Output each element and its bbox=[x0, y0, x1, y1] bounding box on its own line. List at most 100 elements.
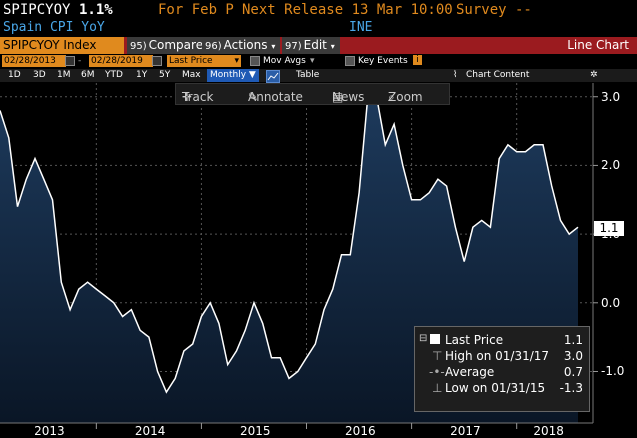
actions-button[interactable]: 96) Actions ▾ bbox=[202, 37, 280, 54]
frequency-select[interactable]: Monthly ▼ bbox=[207, 69, 259, 82]
security-subheader: Spain CPI YoY INE bbox=[0, 20, 637, 36]
data-point bbox=[253, 301, 256, 304]
range-dash-icon: - bbox=[78, 56, 82, 66]
data-point bbox=[191, 343, 194, 346]
data-point bbox=[463, 260, 466, 263]
next-release: Next Release 13 Mar 10:00 bbox=[242, 2, 453, 18]
start-date-field[interactable]: 02/28/2013 bbox=[2, 55, 66, 67]
index-field[interactable]: SPIPCYOY Index bbox=[0, 37, 124, 54]
data-point bbox=[165, 391, 168, 394]
legend-label: Low on 01/31/15 bbox=[445, 381, 546, 395]
info-icon[interactable]: i bbox=[413, 55, 422, 65]
data-point bbox=[261, 322, 264, 325]
chevron-down-icon[interactable]: ▾ bbox=[310, 56, 315, 66]
series-swatch-icon bbox=[430, 334, 440, 344]
survey: Survey -- bbox=[456, 2, 532, 18]
data-point bbox=[480, 219, 483, 222]
period-ytd[interactable]: YTD bbox=[105, 70, 123, 80]
mov-avgs-checkbox[interactable] bbox=[250, 56, 260, 66]
function-toolbar: SPIPCYOY Index 95) Compare 96) Actions ▾ 9… bbox=[0, 37, 637, 54]
collapse-icon[interactable]: ⊟ bbox=[419, 333, 428, 344]
data-point bbox=[51, 198, 54, 201]
data-point bbox=[174, 377, 177, 380]
period-max[interactable]: Max bbox=[182, 70, 201, 80]
x-tick-label: 2013 bbox=[34, 424, 65, 438]
view-title: Line Chart bbox=[567, 38, 629, 52]
ticker: SPIPCYOY bbox=[3, 2, 71, 18]
x-tick-marks bbox=[95, 423, 518, 429]
period-1m[interactable]: 1M bbox=[57, 70, 71, 80]
end-date-field[interactable]: 02/28/2019 bbox=[89, 55, 153, 67]
legend-label: High on 01/31/17 bbox=[445, 349, 550, 363]
data-point bbox=[550, 185, 553, 188]
data-point bbox=[340, 253, 343, 256]
key-events-label: Key Events bbox=[358, 56, 408, 66]
legend-row-last-price[interactable]: ⊟ Last Price 1.1 bbox=[415, 333, 589, 349]
data-point bbox=[533, 143, 536, 146]
data-point bbox=[147, 336, 150, 339]
data-point bbox=[288, 377, 291, 380]
compare-button[interactable]: 95) Compare bbox=[127, 37, 203, 54]
calendar-icon[interactable] bbox=[65, 56, 75, 66]
chevron-down-icon: ▾ bbox=[271, 42, 276, 51]
x-tick-label: 2017 bbox=[450, 424, 481, 438]
legend-value: 1.1 bbox=[563, 333, 583, 347]
data-point bbox=[506, 143, 509, 146]
period-1y[interactable]: 1Y bbox=[136, 70, 148, 80]
chevron-down-icon: ▾ bbox=[330, 42, 335, 51]
data-point bbox=[331, 288, 334, 291]
data-point bbox=[296, 370, 299, 373]
legend-row-average: -•- Average 0.7 bbox=[415, 365, 589, 381]
period-1d[interactable]: 1D bbox=[8, 70, 21, 80]
data-point bbox=[349, 253, 352, 256]
data-point bbox=[95, 288, 98, 291]
data-point bbox=[200, 315, 203, 318]
data-point bbox=[323, 308, 326, 311]
data-point bbox=[226, 363, 229, 366]
last-value-tag: 1.1 bbox=[594, 221, 624, 236]
data-point bbox=[209, 301, 212, 304]
period-6m[interactable]: 6M bbox=[81, 70, 95, 80]
period-3d[interactable]: 3D bbox=[33, 70, 46, 80]
news-icon: ▤ bbox=[332, 90, 344, 104]
chart-tools: ✛ Track ✎ Annotate ▤ News ⌕ Zoom bbox=[175, 83, 450, 105]
x-tick-label: 2016 bbox=[345, 424, 376, 438]
data-point bbox=[121, 315, 124, 318]
low-marker-icon: ⊥ bbox=[432, 381, 443, 395]
data-point bbox=[182, 349, 185, 352]
data-point bbox=[77, 288, 80, 291]
series-line bbox=[0, 95, 579, 394]
data-point bbox=[112, 301, 115, 304]
data-point bbox=[25, 178, 28, 181]
period-5y[interactable]: 5Y bbox=[159, 70, 171, 80]
edit-button[interactable]: 97) Edit ▾ bbox=[282, 37, 340, 54]
settings-gear-icon[interactable]: ✲ bbox=[590, 70, 598, 80]
crosshair-icon: ✛ bbox=[182, 90, 193, 104]
data-point bbox=[139, 329, 142, 332]
chart-content-button[interactable]: Chart Content bbox=[466, 70, 530, 80]
data-point bbox=[489, 226, 492, 229]
legend-value: 0.7 bbox=[563, 365, 583, 379]
data-point bbox=[235, 349, 238, 352]
mov-avgs-label: Mov Avgs bbox=[263, 56, 306, 66]
key-events-checkbox[interactable] bbox=[345, 56, 355, 66]
pencil-icon: ✎ bbox=[248, 90, 259, 104]
search-icon: ⌕ bbox=[388, 90, 395, 104]
y-tick-label: -1.0 bbox=[601, 364, 625, 379]
data-point bbox=[244, 329, 247, 332]
data-point bbox=[568, 233, 571, 236]
current-value: 1.1% bbox=[79, 2, 113, 18]
data-point bbox=[270, 356, 273, 359]
calendar-icon[interactable] bbox=[152, 56, 162, 66]
data-point bbox=[428, 191, 431, 194]
data-point bbox=[0, 109, 2, 112]
x-tick-label: 2018 bbox=[533, 424, 564, 438]
price-field-select[interactable]: Last Price ▾ bbox=[167, 55, 241, 67]
chevron-down-icon: ▾ bbox=[234, 56, 239, 66]
table-button[interactable]: Table bbox=[296, 70, 320, 80]
data-point bbox=[7, 136, 10, 139]
y-tick-label: 2.0 bbox=[601, 158, 621, 173]
chart-content-icon[interactable]: ⌇ bbox=[453, 70, 458, 80]
data-point bbox=[16, 205, 19, 208]
line-chart-icon[interactable] bbox=[266, 70, 280, 83]
